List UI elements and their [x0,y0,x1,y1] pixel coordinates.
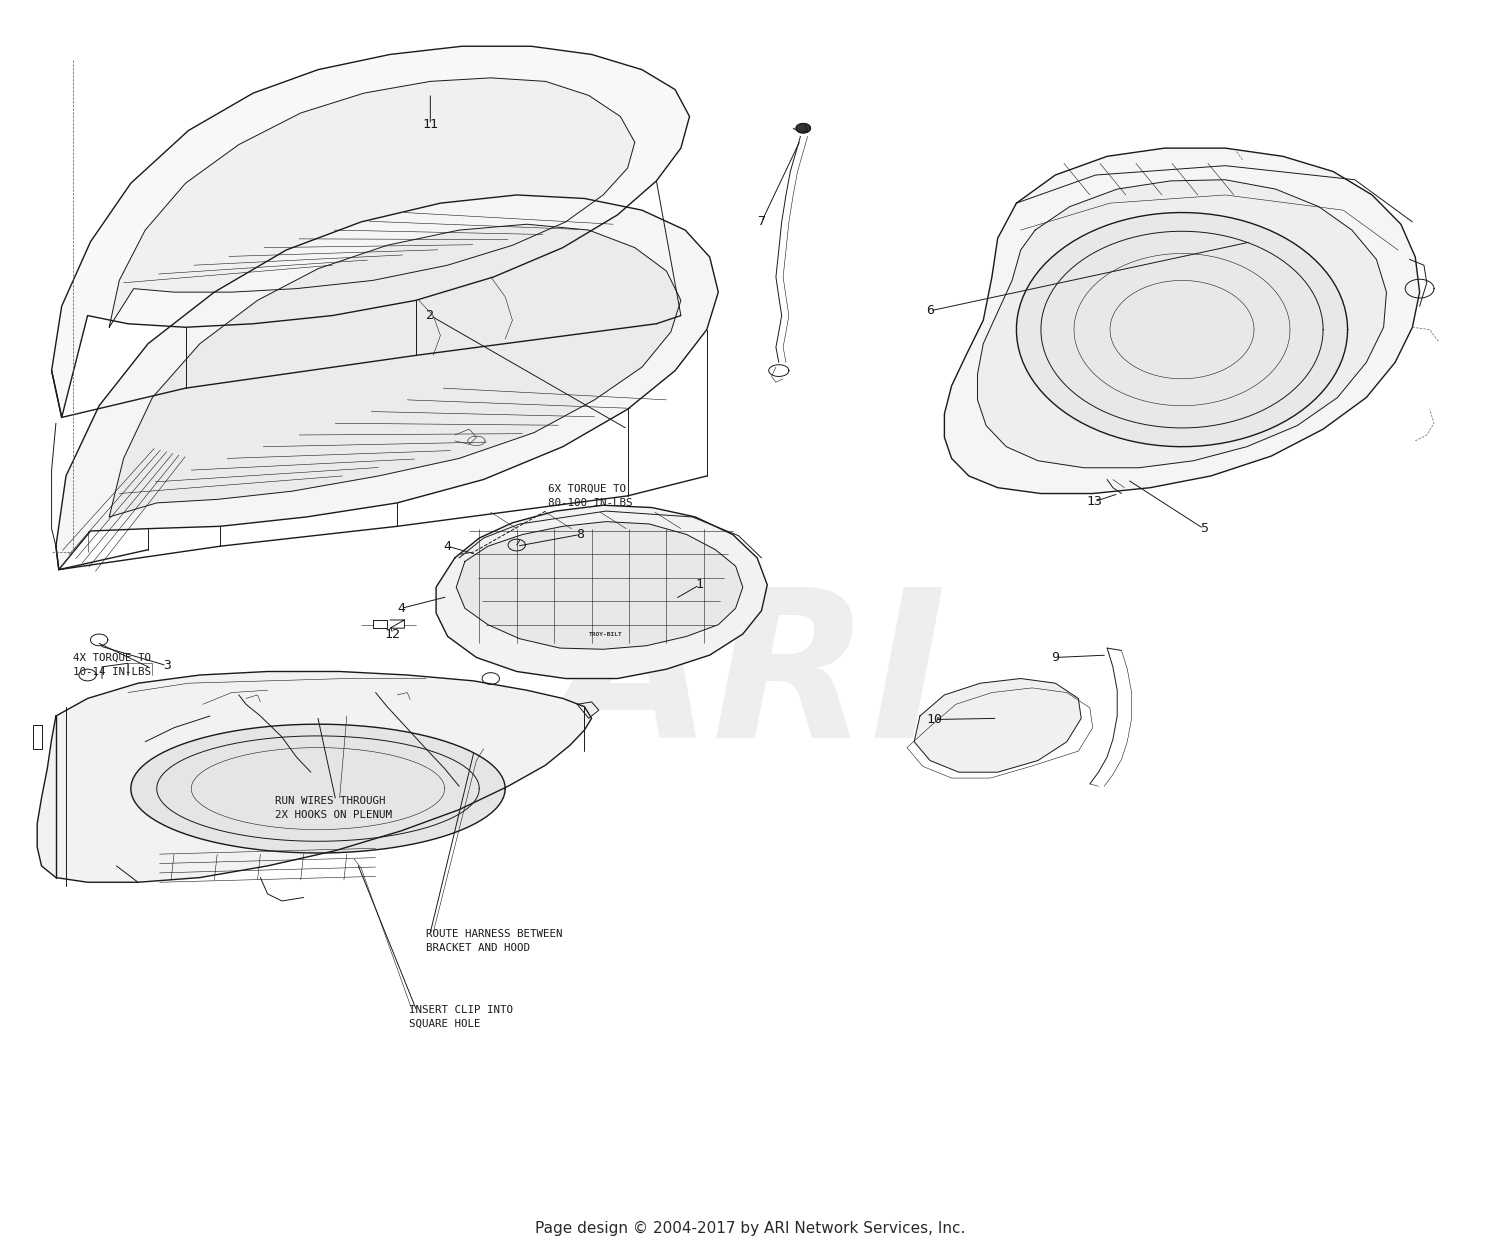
Text: 4: 4 [444,540,452,553]
Text: 5: 5 [1200,522,1208,535]
Polygon shape [436,505,768,679]
Text: 3: 3 [164,660,171,672]
Text: Page design © 2004-2017 by ARI Network Services, Inc.: Page design © 2004-2017 by ARI Network S… [536,1221,964,1236]
Text: 4X TORQUE TO
10-14 IN-LBS: 4X TORQUE TO 10-14 IN-LBS [74,652,152,677]
Polygon shape [945,149,1419,494]
Polygon shape [110,224,681,517]
Text: 6X TORQUE TO
80-100 IN-LBS: 6X TORQUE TO 80-100 IN-LBS [549,485,633,509]
Polygon shape [56,195,718,569]
Polygon shape [130,724,506,854]
Text: 6: 6 [926,305,934,317]
Polygon shape [456,521,742,650]
Text: 9: 9 [1052,651,1059,663]
Text: 11: 11 [423,118,438,131]
Polygon shape [978,180,1386,468]
Polygon shape [1017,213,1347,447]
Text: 13: 13 [1086,495,1102,509]
Polygon shape [51,47,690,418]
Text: 1: 1 [696,578,703,592]
Text: INSERT CLIP INTO
SQUARE HOLE: INSERT CLIP INTO SQUARE HOLE [408,1005,513,1029]
Polygon shape [914,679,1082,772]
Text: RUN WIRES THROUGH
2X HOOKS ON PLENUM: RUN WIRES THROUGH 2X HOOKS ON PLENUM [274,796,392,820]
Text: 4: 4 [398,602,405,614]
Text: 12: 12 [386,627,400,641]
Text: 2: 2 [426,308,435,322]
Polygon shape [796,123,810,133]
Text: 10: 10 [927,713,942,726]
Text: TROY-BILT: TROY-BILT [590,632,622,637]
Text: ROUTE HARNESS BETWEEN
BRACKET AND HOOD: ROUTE HARNESS BETWEEN BRACKET AND HOOD [426,929,562,953]
Polygon shape [38,671,591,883]
Text: 7: 7 [758,215,765,228]
Polygon shape [110,78,634,327]
Text: ARI: ARI [554,580,946,781]
Text: 8: 8 [576,528,584,541]
